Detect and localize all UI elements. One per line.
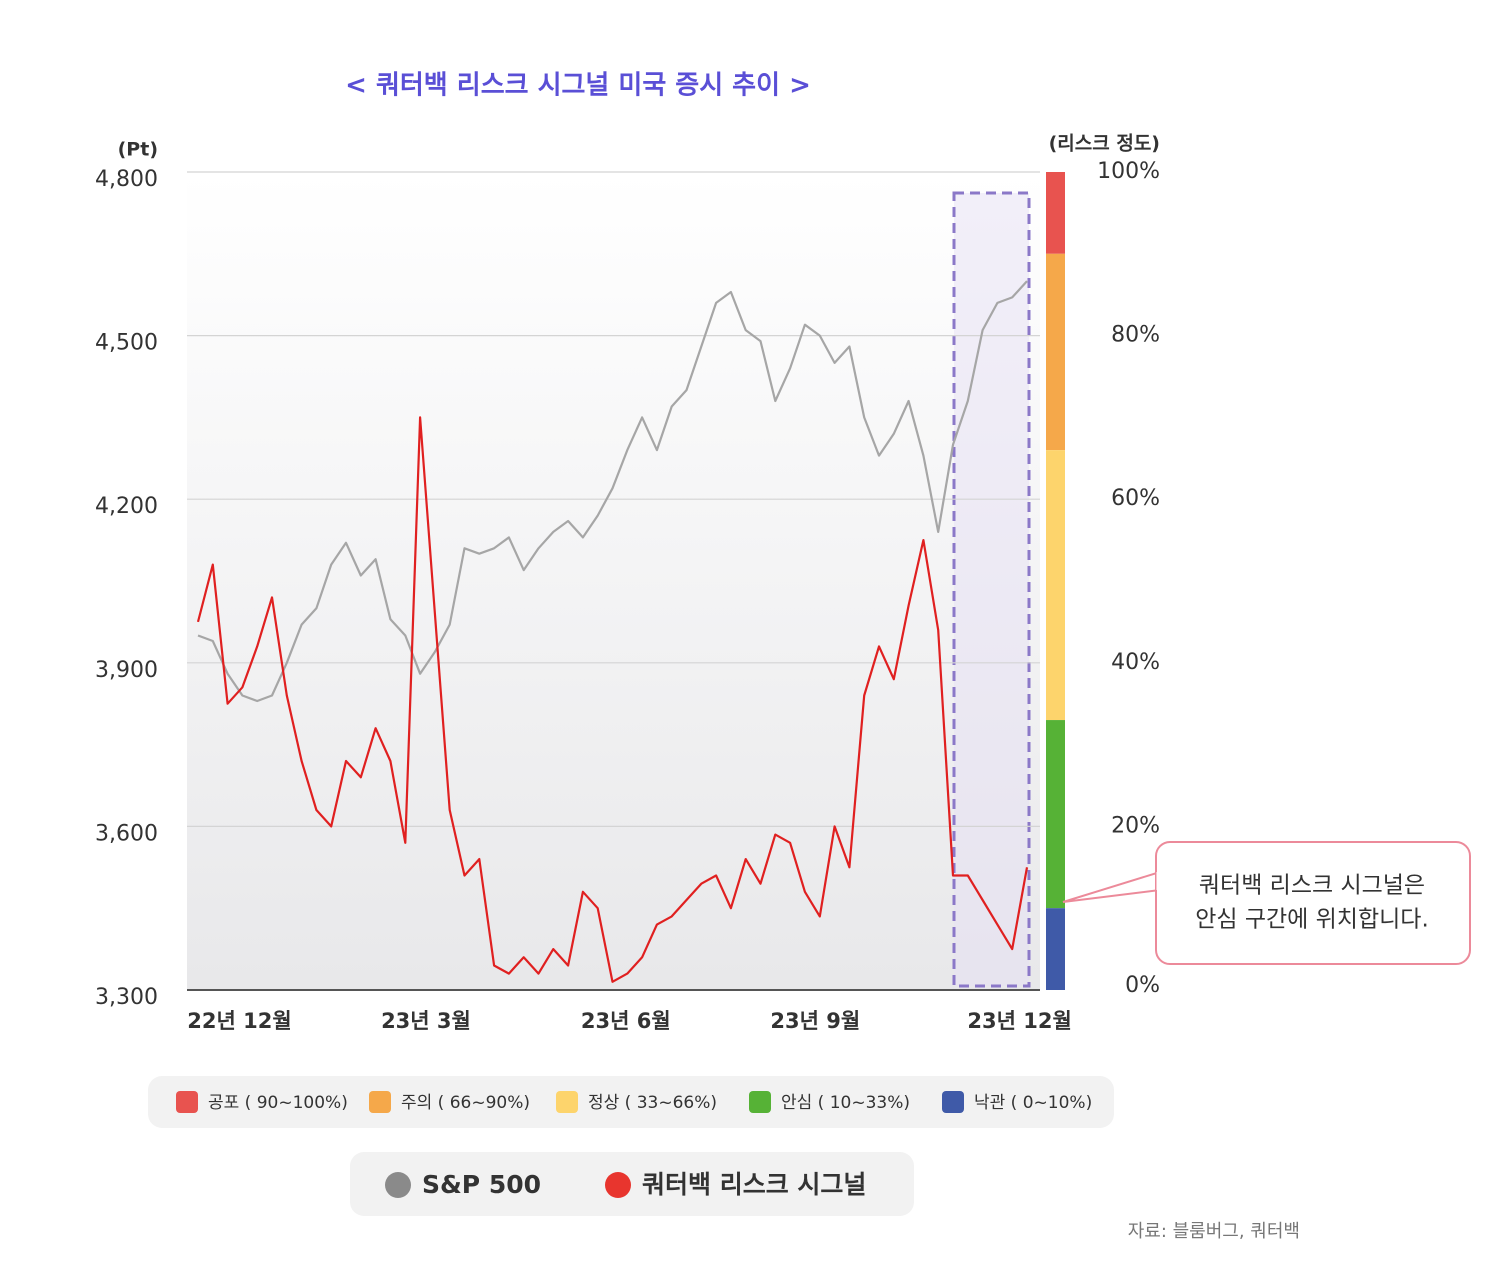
series-legend-box [350, 1152, 914, 1216]
legend-label: 안심 ( 10~33%) [781, 1093, 910, 1113]
y2-axis-label: (리스크 정도) [1049, 133, 1160, 155]
source: 자료: 블룸버그, 쿼터백 [1128, 1221, 1300, 1242]
x-tick-label: 23년 6월 [581, 1009, 671, 1033]
risk-band [1046, 172, 1065, 254]
legend-swatch [176, 1091, 198, 1113]
legend-marker [605, 1172, 631, 1198]
series-line [196, 416, 1029, 983]
y-tick-label: 4,800 [95, 167, 158, 192]
series-line [197, 280, 1028, 703]
y2-tick-label: 0% [1125, 973, 1160, 998]
callout-pointer [1062, 870, 1161, 903]
legend-swatch [942, 1091, 964, 1113]
legend-label: 낙관 ( 0~10%) [974, 1093, 1092, 1113]
y2-tick-label: 40% [1111, 650, 1160, 675]
annotation: 쿼터백 리스크 시그널은 [1199, 873, 1425, 899]
y2-tick-label: 60% [1111, 486, 1160, 511]
chart-title: < 쿼터백 리스크 시그널 미국 증시 추이 > [345, 71, 811, 101]
y-tick-label: 4,500 [95, 331, 158, 356]
x-tick-label: 22년 12월 [187, 1009, 291, 1033]
risk-band [1046, 908, 1065, 990]
legend-swatch [749, 1091, 771, 1113]
legend-marker [385, 1172, 411, 1198]
y-tick-label: 3,900 [95, 658, 158, 683]
plot-background [187, 172, 1040, 990]
legend-label: S&P 500 [422, 1170, 541, 1199]
legend-swatch [369, 1091, 391, 1113]
x-tick-label: 23년 9월 [770, 1009, 860, 1033]
y-tick-label: 4,200 [95, 494, 158, 519]
legend-label: 쿼터백 리스크 시그널 [642, 1170, 866, 1199]
risk-band [1046, 720, 1065, 909]
y-axis-label: (Pt) [118, 139, 158, 161]
legend-swatch [556, 1091, 578, 1113]
legend-label: 공포 ( 90~100%) [208, 1093, 348, 1113]
band-legend-box [148, 1076, 1114, 1128]
y-tick-label: 3,300 [95, 985, 158, 1010]
annotation: 안심 구간에 위치합니다. [1195, 907, 1429, 933]
y-tick-label: 3,600 [95, 821, 158, 846]
x-tick-label: 23년 3월 [381, 1009, 471, 1033]
legend-label: 정상 ( 33~66%) [588, 1093, 717, 1113]
callout-box [1155, 841, 1471, 965]
risk-band [1046, 253, 1065, 451]
y2-tick-label: 80% [1111, 323, 1160, 348]
y2-tick-label: 100% [1097, 159, 1160, 184]
x-tick-label: 23년 12월 [967, 1009, 1071, 1033]
y2-tick-label: 20% [1111, 813, 1160, 838]
risk-band [1046, 450, 1065, 721]
legend-label: 주의 ( 66~90%) [401, 1093, 530, 1113]
highlight-box [952, 191, 1031, 988]
